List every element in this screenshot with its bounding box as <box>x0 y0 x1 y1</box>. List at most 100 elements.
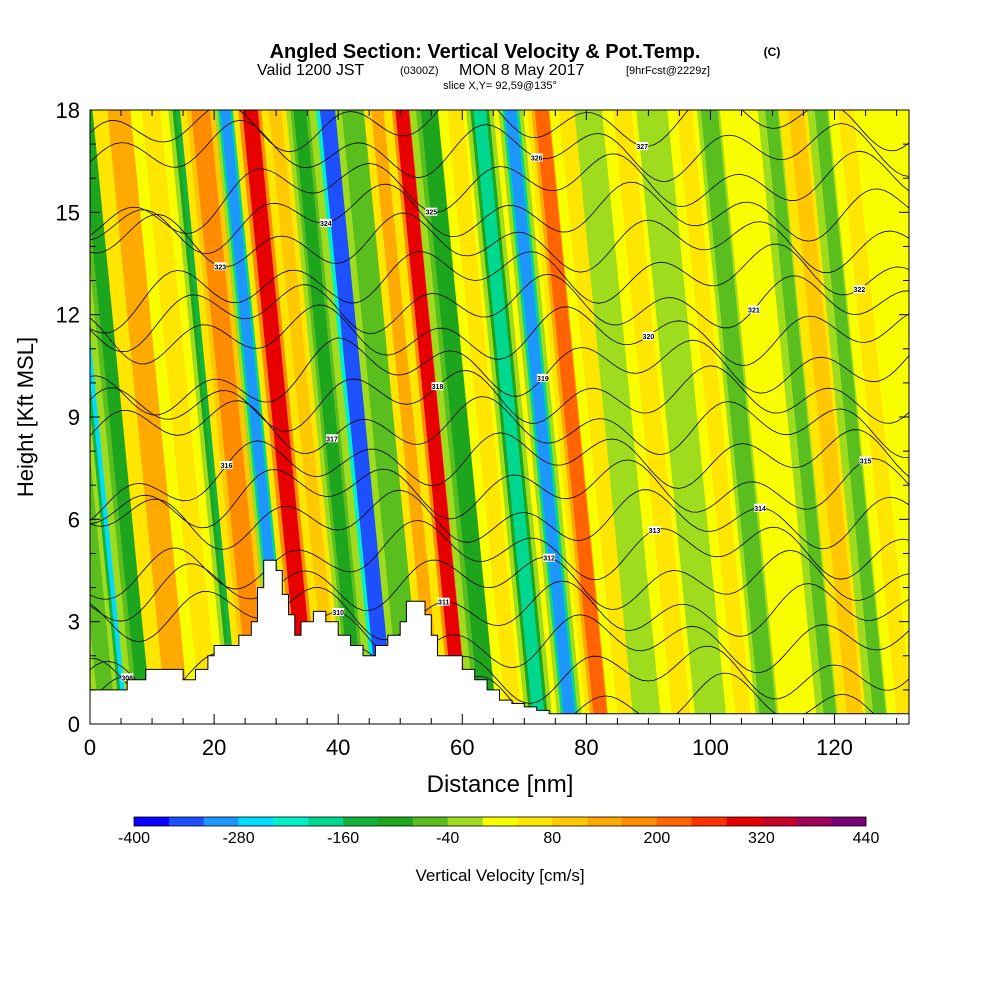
contour-label-317: 317 <box>326 436 338 443</box>
colorbar-swatch-4 <box>273 817 309 826</box>
velocity-band-25-layer-2 <box>703 110 775 724</box>
colorbar-tick-440: 440 <box>853 830 880 847</box>
contour-line-318 <box>90 365 909 432</box>
colorbar-tick--400: -400 <box>118 830 150 847</box>
contour-line-327 <box>90 110 909 153</box>
x-tick-label-120: 120 <box>816 735 853 760</box>
contour-label-bg-315 <box>859 456 872 465</box>
velocity-band-28-layer-2 <box>788 110 864 724</box>
contour-line-321 <box>90 273 909 353</box>
forecast-info: [9hrFcst@2229z] <box>626 65 710 77</box>
colorbar-swatch-3 <box>238 817 274 826</box>
y-tick-label-0: 0 <box>68 712 80 737</box>
colorbar-swatch-13 <box>587 817 623 826</box>
velocity-band-10-layer-2 <box>293 110 366 724</box>
colorbar-swatch-11 <box>517 817 553 826</box>
colorbar-swatch-16 <box>691 817 727 826</box>
contour-line-320 <box>90 304 909 366</box>
contour-label-312: 312 <box>543 556 555 563</box>
contour-label-bg-321 <box>747 305 760 314</box>
velocity-band-23-layer-2 <box>645 110 721 724</box>
velocity-field <box>90 110 909 724</box>
colorbar-tick-320: 320 <box>748 830 775 847</box>
contour-label-318: 318 <box>432 384 444 391</box>
colorbar-tick-80: 80 <box>543 830 561 847</box>
colorbar-tick--40: -40 <box>436 830 459 847</box>
contour-label-bg-313 <box>648 526 661 535</box>
contour-label-313: 313 <box>649 528 661 535</box>
contour-label-bg-325 <box>425 207 438 216</box>
valid-zulu: (0300Z) <box>400 65 439 77</box>
contour-line-312 <box>90 549 909 622</box>
contour-label-321: 321 <box>748 308 760 315</box>
colorbar-swatch-14 <box>622 817 658 826</box>
colorbar-swatch-17 <box>726 817 762 826</box>
velocity-band-24-layer-2 <box>676 110 752 724</box>
colorbar-swatch-6 <box>343 817 379 826</box>
velocity-band-14-layer-2 <box>395 110 469 724</box>
colorbar-swatch-15 <box>656 817 693 826</box>
colorbar-swatch-12 <box>552 817 588 826</box>
colorbar-frame <box>133 816 867 827</box>
contour-label-310: 310 <box>332 610 344 617</box>
velocity-band-15-layer-2 <box>420 110 499 724</box>
colorbar-tick-200: 200 <box>644 830 671 847</box>
velocity-band-13-layer-2 <box>371 110 443 724</box>
contour-line-319 <box>90 337 909 416</box>
contour-label-bg-316 <box>220 461 233 469</box>
contour-label-bg-318 <box>431 382 444 391</box>
colorbar-label: Vertical Velocity [cm/s] <box>415 866 584 885</box>
x-axis: 0 20 40 60 80 100 120 <box>84 110 898 760</box>
contour-label-322: 322 <box>854 287 866 294</box>
velocity-band-20-layer-2 <box>558 110 634 724</box>
contour-line-323 <box>90 212 909 274</box>
plot-area: 3083093103113123133143153163173183193203… <box>90 110 909 724</box>
contour-line-311 <box>90 580 909 643</box>
contour-label-bg-323 <box>214 262 227 271</box>
x-tick-label-100: 100 <box>692 735 729 760</box>
contour-label-bg-324 <box>319 218 332 227</box>
contour-line-317 <box>90 396 909 458</box>
contour-label-bg-327 <box>636 142 649 151</box>
velocity-band-4-layer-2 <box>141 110 220 724</box>
contour-label-320: 320 <box>643 334 655 341</box>
valid-prefix: Valid 1200 JST <box>257 62 365 79</box>
x-tick-label-80: 80 <box>574 735 598 760</box>
slice-info: slice X,Y= 92,59@135° <box>443 80 557 92</box>
velocity-band-30-layer-2 <box>838 110 909 724</box>
velocity-band-6-layer-2 <box>191 110 270 724</box>
x-tick-label-60: 60 <box>450 735 474 760</box>
velocity-band-17-layer-2 <box>473 110 546 724</box>
contour-label-bg-322 <box>853 285 866 294</box>
colorbar-swatch-19 <box>796 817 832 826</box>
contour-label-bg-319 <box>536 373 549 382</box>
contour-label-bg-326 <box>530 153 543 162</box>
contour-labels: 3083093103113123133143153163173183193203… <box>121 142 872 682</box>
velocity-band-8-layer-2 <box>242 110 318 724</box>
chart-title: Angled Section: Vertical Velocity & Pot.… <box>270 41 701 63</box>
contour-label-bg-308 <box>121 673 134 682</box>
colorbar-swatch-10 <box>482 817 518 826</box>
contour-label-bg-310 <box>332 608 345 616</box>
colorbar <box>133 816 867 827</box>
colorbar-swatch-8 <box>412 817 449 826</box>
velocity-band-3-layer-2 <box>107 110 192 724</box>
chart-title-tag: (C) <box>764 45 781 59</box>
y-axis: 0 3 6 9 12 15 18 <box>56 98 909 737</box>
colorbar-swatch-1 <box>168 817 205 826</box>
velocity-band-9-layer-2 <box>268 110 341 724</box>
velocity-band-21-layer-2 <box>583 110 659 724</box>
y-tick-label-3: 3 <box>68 610 80 635</box>
x-tick-label-40: 40 <box>326 735 350 760</box>
y-tick-label-9: 9 <box>68 405 80 430</box>
contour-label-bg-320 <box>642 332 655 340</box>
contour-label-323: 323 <box>214 264 226 271</box>
contour-line-326 <box>90 119 909 182</box>
contour-label-316: 316 <box>221 463 233 470</box>
contour-label-bg-314 <box>754 503 767 512</box>
colorbar-swatch-2 <box>203 817 239 826</box>
y-tick-label-15: 15 <box>56 200 80 225</box>
colorbar-tick--280: -280 <box>223 830 255 847</box>
contour-line-325 <box>90 150 909 236</box>
